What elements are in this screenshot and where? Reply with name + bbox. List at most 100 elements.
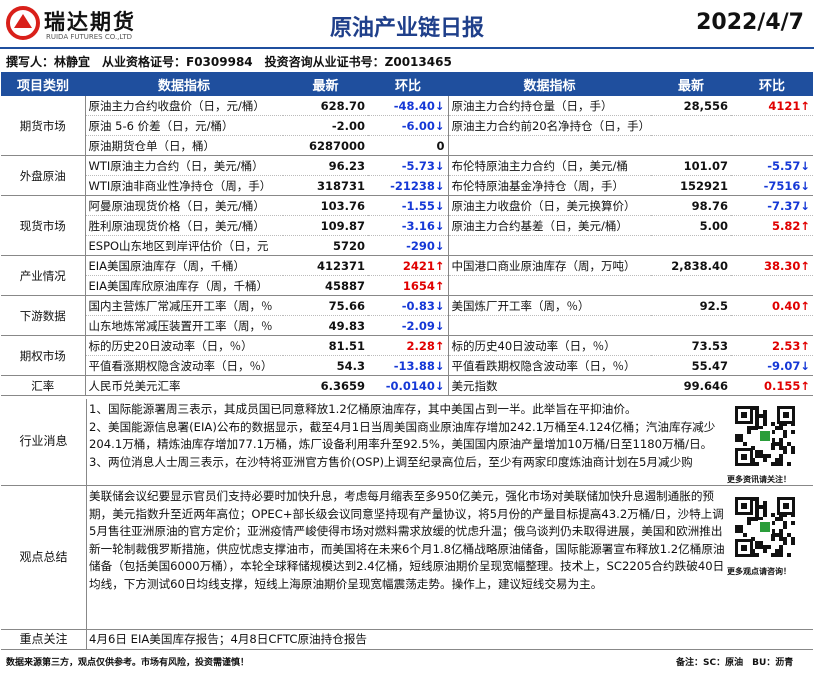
- table-row: 下游数据 国内主营炼厂常减压开工率（周，％ 75.66 -0.83↓ 美国炼厂开工率（周…: [1, 295, 813, 336]
- focus-label: 重点关注: [1, 630, 87, 649]
- change-cell: -1.55↓: [368, 195, 449, 216]
- indicator-cell: 原油主力合约前20名净持仓（日，手）: [448, 115, 651, 136]
- empty-cell: [731, 315, 813, 336]
- column-header: 最新: [283, 72, 368, 96]
- empty-cell: [651, 235, 731, 256]
- value-cell: 318731: [283, 175, 368, 196]
- value-cell: 55.47: [651, 355, 731, 376]
- empty-cell: [651, 275, 731, 296]
- empty-cell: [651, 115, 731, 136]
- qr-caption: 更多观点请咨询！: [727, 567, 791, 576]
- empty-cell: [731, 275, 813, 296]
- value-cell: 75.66: [283, 295, 368, 316]
- change-cell: -290↓: [368, 235, 449, 256]
- table-row: 山东地炼常减压装置开工率（周，％ 49.83 -2.09↓: [1, 315, 813, 336]
- indicator-cell: ESPO山东地区到岸评估价（日，元: [85, 235, 283, 256]
- data-table: 项目类别 数据指标 最新 环比 数据指标 最新 环比 期货市场 原油主力合约收盘价（日，元/桶）…: [1, 72, 813, 396]
- value-cell: 45887: [283, 275, 368, 296]
- table-row: 外盘原油 WTI原油主力合约（日，美元/桶） 96.23 -5.73↓ 布伦特原油主力合…: [1, 155, 813, 196]
- empty-cell: [651, 135, 731, 156]
- table-row: 原油期货仓单（日，桶） 6287000 0: [1, 135, 813, 156]
- change-cell: -6.00↓: [368, 115, 449, 136]
- change-cell: -0.83↓: [368, 295, 449, 316]
- change-cell: 5.82↑: [731, 215, 813, 236]
- indicator-cell: 原油 5-6 价差（日，元/桶）: [85, 115, 283, 136]
- empty-cell: [731, 115, 813, 136]
- table-row: WTI原油非商业性净持仓（周，手） 318731 -21238↓ 布伦特原油基金净持仓…: [1, 175, 813, 196]
- table-row: 原油 5-6 价差（日，元/桶） -2.00 -6.00↓ 原油主力合约前20名净持仓…: [1, 115, 813, 136]
- value-cell: 2,838.40: [651, 255, 731, 276]
- logo-mark: [6, 6, 40, 40]
- indicator-cell: 人民币兑美元汇率: [85, 375, 283, 396]
- value-cell: 101.07: [651, 155, 731, 176]
- indicator-cell: 中国港口商业原油库存（周，万吨）: [448, 255, 651, 276]
- value-cell: 103.76: [283, 195, 368, 216]
- change-cell: -9.07↓: [731, 355, 813, 376]
- indicator-cell: 山东地炼常减压装置开工率（周，％: [85, 315, 283, 336]
- qr-code: [735, 497, 795, 557]
- news-label: 行业消息: [1, 399, 87, 485]
- indicator-cell: 原油主力合约基差（日，美元/桶）: [448, 215, 651, 236]
- value-cell: 98.76: [651, 195, 731, 216]
- news-body: 1、国际能源署周三表示，其成员国已同意释放1.2亿桶原油库存，其中美国占到一半。…: [89, 401, 725, 483]
- view-body: 美联储会议纪要显示官员们支持必要时加快升息，考虑每月缩表至多950亿美元，强化市…: [89, 489, 725, 591]
- indicator-cell: 原油期货仓单（日，桶）: [85, 135, 283, 156]
- indicator-cell: 原油主力收盘价（日，美元换算价）: [448, 195, 651, 216]
- table-row: 汇率 人民币兑美元汇率 6.3659 -0.0140↓ 美元指数 99.646 0.155↑: [1, 375, 813, 396]
- divider: [0, 47, 814, 49]
- change-cell: -0.0140↓: [368, 375, 449, 396]
- column-header: 环比: [368, 72, 448, 96]
- table-row: ESPO山东地区到岸评估价（日，元 5720 -290↓: [1, 235, 813, 256]
- table-row: 产业情况 EIA美国原油库存（周，千桶） 412371 2421↑ 中国港口商业原油库存…: [1, 255, 813, 296]
- table-row: EIA美国库欣原油库存（周，千桶） 45887 1654↑: [1, 275, 813, 296]
- table-row: 平值看涨期权隐含波动率（日，％） 54.3 -13.88↓ 平值看跌期权隐含波动率（日…: [1, 355, 813, 376]
- value-cell: 28,556: [651, 96, 731, 116]
- change-cell: -7516↓: [731, 175, 813, 196]
- footer-note: 数据来源第三方，观点仅供参考。市场有风险，投资需谨慎！: [6, 658, 250, 668]
- category-cell: 期货市场: [1, 96, 86, 156]
- indicator-cell: 胜利原油现货价格（日，美元/桶）: [85, 215, 283, 236]
- indicator-cell: 原油主力合约收盘价（日，元/桶）: [85, 96, 283, 116]
- indicator-cell: 布伦特原油基金净持仓（周，手）: [448, 175, 651, 196]
- change-cell: 4121↑: [731, 96, 813, 116]
- indicator-cell: 平值看涨期权隐含波动率（日，％）: [85, 355, 283, 376]
- category-cell: 外盘原油: [1, 155, 86, 196]
- focus-text: 4月6日 EIA美国库存报告；4月8日CFTC原油持仓报告: [89, 632, 368, 646]
- value-cell: 96.23: [283, 155, 368, 176]
- category-cell: 现货市场: [1, 195, 86, 256]
- value-cell: 73.53: [651, 335, 731, 356]
- value-cell: 5.00: [651, 215, 731, 236]
- indicator-cell: 布伦特原油主力合约（日，美元/桶: [448, 155, 651, 176]
- view-label: 观点总结: [1, 486, 87, 629]
- table-row: 胜利原油现货价格（日，美元/桶） 109.87 -3.16↓ 原油主力合约基差（日，美…: [1, 215, 813, 236]
- change-cell: 38.30↑: [731, 255, 813, 276]
- logo-subtext: RUIDA FUTURES CO.,LTD: [46, 33, 133, 41]
- column-header: 项目类别: [1, 72, 85, 96]
- change-cell: -13.88↓: [368, 355, 449, 376]
- change-cell: 1654↑: [368, 275, 449, 296]
- value-cell: -2.00: [283, 115, 368, 136]
- empty-cell: [731, 235, 813, 256]
- indicator-cell: 平值看跌期权隐含波动率（日，％）: [448, 355, 651, 376]
- value-cell: 152921: [651, 175, 731, 196]
- indicator-cell: WTI原油主力合约（日，美元/桶）: [85, 155, 283, 176]
- empty-cell: [448, 315, 651, 336]
- empty-cell: [448, 135, 651, 156]
- indicator-cell: 美国炼厂开工率（周，％）: [448, 295, 651, 316]
- value-cell: 6.3659: [283, 375, 368, 396]
- indicator-cell: 标的历史40日波动率（日，％）: [448, 335, 651, 356]
- empty-cell: [651, 315, 731, 336]
- news-section: 行业消息 1、国际能源署周三表示，其成员国已同意释放1.2亿桶原油库存，其中美国…: [1, 399, 813, 486]
- title: 原油产业链日报: [329, 16, 484, 41]
- news-item: 2、美国能源信息署(EIA)公布的数据显示，截至4月1日当周美国商业原油库存增加…: [89, 419, 716, 452]
- change-cell: 0: [368, 135, 449, 156]
- change-cell: -3.16↓: [368, 215, 449, 236]
- indicator-cell: 原油主力合约持仓量（日，手）: [448, 96, 651, 116]
- change-cell: -48.40↓: [368, 96, 449, 116]
- indicator-cell: 国内主营炼厂常减压开工率（周，％: [85, 295, 283, 316]
- category-cell: 产业情况: [1, 255, 86, 296]
- change-cell: -2.09↓: [368, 315, 449, 336]
- logo-text: 瑞达期货: [44, 10, 136, 34]
- change-cell: -21238↓: [368, 175, 449, 196]
